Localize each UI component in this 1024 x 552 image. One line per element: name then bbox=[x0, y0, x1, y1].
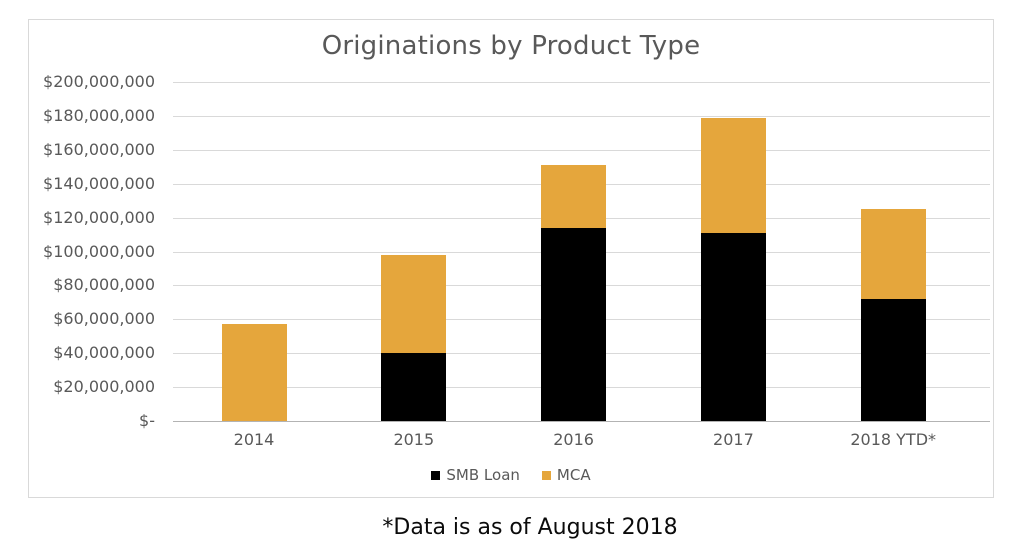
bar-segment-smb-loan-2016 bbox=[541, 227, 607, 421]
y-axis-tick-label: $180,000,000 bbox=[43, 106, 155, 125]
x-axis-tick-label: 2017 bbox=[713, 430, 754, 449]
x-axis-tick-label: 2014 bbox=[233, 430, 275, 449]
y-axis-tick-label: $160,000,000 bbox=[43, 140, 155, 159]
bar-segment-smb-loan-2017 bbox=[700, 232, 766, 421]
legend: SMB Loan MCA bbox=[28, 466, 994, 484]
footer-note: *Data is as of August 2018 bbox=[382, 515, 678, 540]
chart-frame bbox=[28, 19, 994, 498]
x-axis-tick-label: 2016 bbox=[553, 430, 594, 449]
bar-segment-smb-loan-2018-ytd- bbox=[860, 298, 926, 421]
bar-segment-mca-2017 bbox=[700, 117, 766, 233]
legend-item-smb-loan: SMB Loan bbox=[431, 466, 520, 484]
legend-label-mca: MCA bbox=[556, 466, 591, 484]
bar-segment-mca-2014 bbox=[221, 324, 287, 421]
y-axis-tick-label: $120,000,000 bbox=[43, 208, 155, 227]
bar-segment-mca-2018-ytd- bbox=[860, 209, 926, 299]
bar-segment-mca-2015 bbox=[381, 254, 447, 354]
x-axis-line bbox=[173, 421, 990, 422]
y-axis-tick-label: $80,000,000 bbox=[53, 275, 155, 294]
legend-item-mca: MCA bbox=[541, 466, 591, 484]
gridline bbox=[173, 82, 990, 83]
gridline bbox=[173, 116, 990, 117]
y-axis-tick-label: $20,000,000 bbox=[53, 377, 155, 396]
y-axis-tick-label: $- bbox=[139, 411, 155, 430]
bar-segment-smb-loan-2015 bbox=[381, 353, 447, 421]
y-axis-tick-label: $40,000,000 bbox=[53, 343, 155, 362]
legend-label-smb-loan: SMB Loan bbox=[446, 466, 520, 484]
gridline bbox=[173, 150, 990, 151]
smb-loan-swatch-icon bbox=[431, 470, 441, 480]
x-axis-tick-label: 2015 bbox=[393, 430, 435, 449]
y-axis-tick-label: $140,000,000 bbox=[43, 174, 155, 193]
bar-segment-mca-2016 bbox=[541, 165, 607, 228]
y-axis-tick-label: $200,000,000 bbox=[43, 72, 155, 91]
chart-title: Originations by Product Type bbox=[321, 31, 701, 61]
mca-swatch-icon bbox=[541, 470, 551, 480]
x-axis-tick-label: 2018 YTD* bbox=[850, 430, 937, 449]
y-axis-tick-label: $60,000,000 bbox=[53, 309, 155, 328]
y-axis-tick-label: $100,000,000 bbox=[43, 242, 155, 261]
